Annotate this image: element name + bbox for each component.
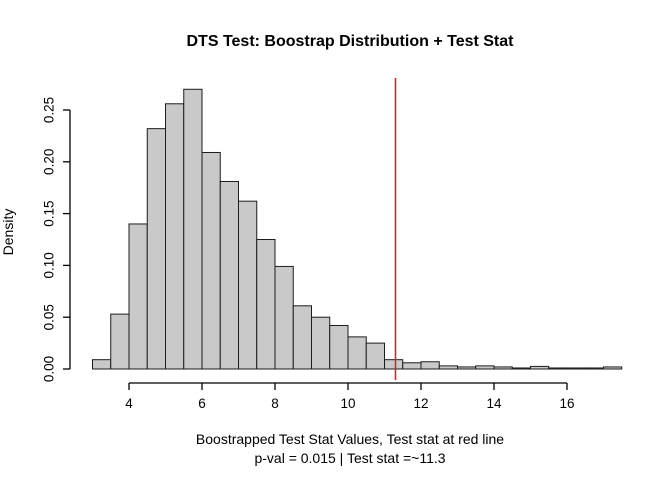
y-tick-label: 0.10 — [42, 252, 57, 278]
x-tick-label: 12 — [413, 396, 428, 411]
histogram-bar — [110, 313, 130, 370]
histogram-bar — [475, 365, 495, 370]
histogram-bar — [311, 316, 331, 370]
histogram-bar — [530, 365, 550, 370]
y-tick-label: 0.00 — [42, 356, 57, 382]
y-tick-label: 0.15 — [42, 200, 57, 226]
subtitle-pval-label: p-val = 0.015 | Test stat =~11.3 — [254, 450, 445, 466]
histogram-bar — [92, 359, 112, 370]
x-axis: 4 6 8 10 12 14 16 — [125, 382, 575, 411]
histogram-bar — [128, 223, 148, 370]
histogram-bar — [219, 180, 239, 370]
y-axis-title: Density — [0, 209, 16, 256]
histogram-bar — [238, 200, 258, 370]
histogram-bar — [274, 265, 294, 370]
y-axis: 0.00 0.05 0.10 0.15 0.20 0.25 — [42, 97, 71, 382]
histogram-bar — [201, 151, 221, 370]
histogram-bar — [566, 367, 586, 370]
histogram-bar — [384, 359, 404, 370]
histogram-bar — [347, 336, 367, 370]
x-tick-label: 10 — [340, 396, 355, 411]
x-tick-label: 8 — [271, 396, 279, 411]
histogram-bar — [183, 88, 203, 370]
histogram-bar — [511, 367, 531, 370]
histogram-bar — [256, 239, 276, 370]
x-tick-label: 16 — [559, 396, 574, 411]
histogram-bar — [548, 367, 568, 370]
x-axis-title: Boostrapped Test Stat Values, Test stat … — [196, 431, 504, 447]
histogram-bar — [146, 128, 166, 370]
histogram-bar — [603, 366, 623, 370]
histogram-bar — [493, 366, 513, 370]
histogram-bars — [92, 88, 623, 370]
histogram-bar — [292, 305, 312, 370]
histogram-bar — [365, 342, 385, 370]
y-tick-label: 0.25 — [42, 97, 57, 123]
histogram-bar — [584, 367, 604, 370]
x-tick-label: 6 — [198, 396, 206, 411]
histogram-bar — [402, 362, 422, 370]
histogram-bar — [165, 103, 185, 370]
x-tick-label: 4 — [125, 396, 133, 411]
histogram-bar — [457, 366, 477, 370]
y-tick-label: 0.20 — [42, 149, 57, 175]
x-tick-label: 14 — [486, 396, 502, 411]
y-tick-label: 0.05 — [42, 304, 57, 330]
chart-title: DTS Test: Boostrap Distribution + Test S… — [187, 33, 515, 50]
histogram-bar — [420, 361, 440, 370]
histogram-bar — [329, 324, 349, 370]
histogram-bar — [438, 365, 458, 370]
